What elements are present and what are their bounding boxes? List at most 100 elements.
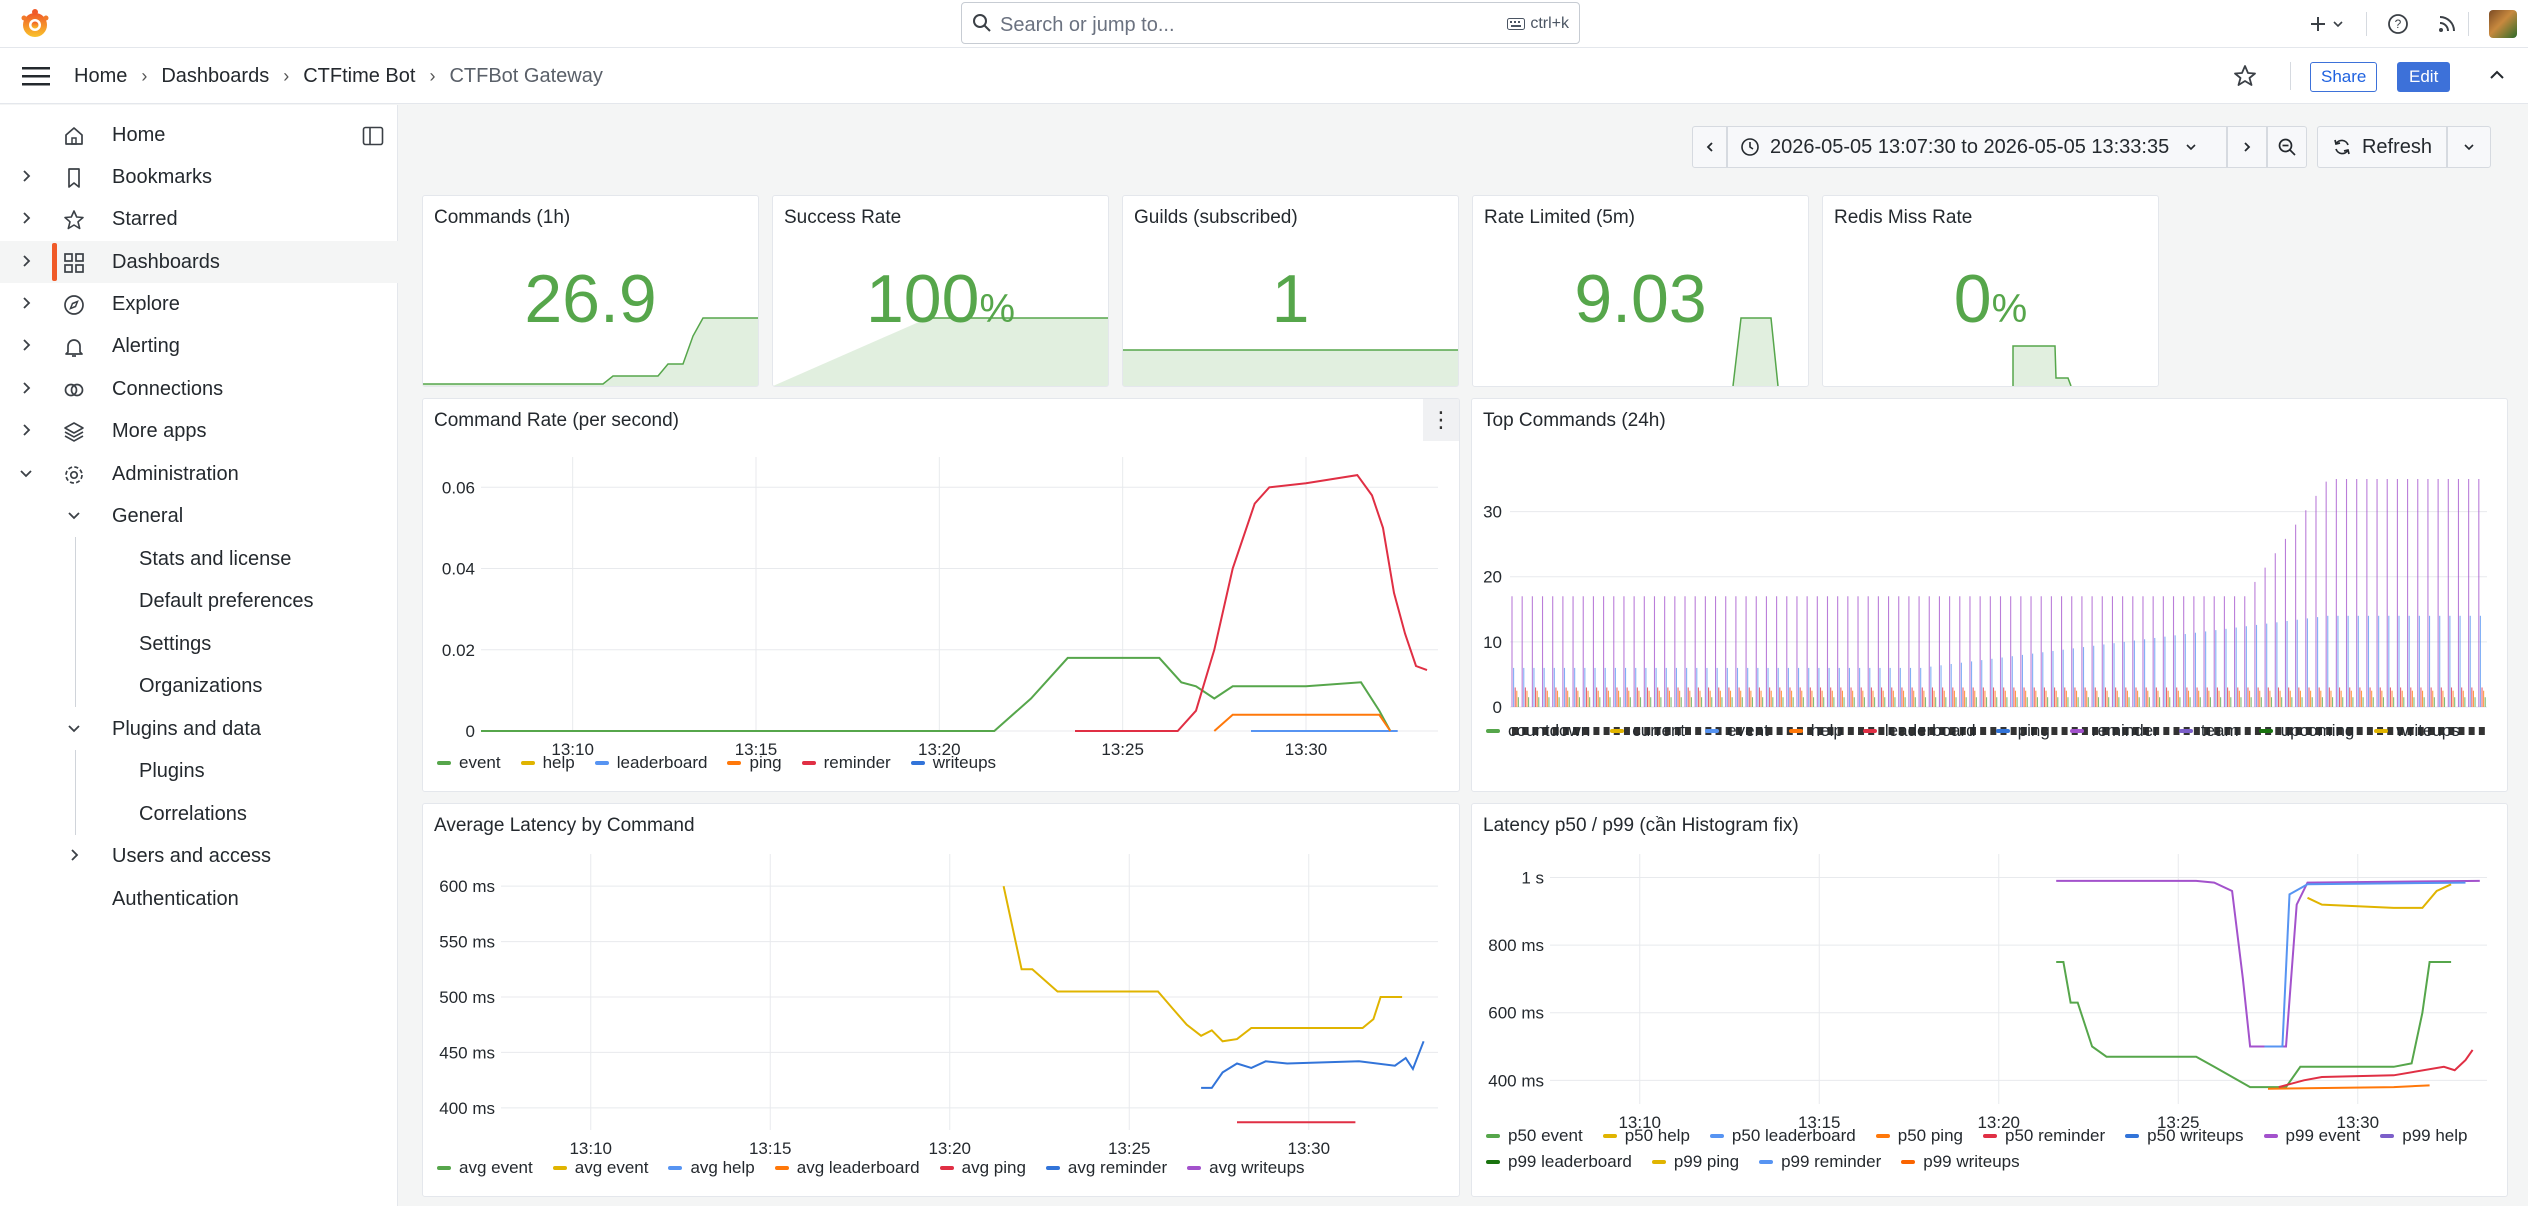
chevron-right-icon[interactable]	[18, 210, 34, 226]
sidebar-item-dashboards[interactable]: Dashboards	[0, 241, 398, 283]
legend-item[interactable]: avg ping	[939, 1158, 1026, 1178]
panel-average-latency[interactable]: Average Latency by Command 400 ms 450 ms 5…	[422, 803, 1460, 1197]
legend-item[interactable]: p50 event	[1486, 1126, 1583, 1146]
legend-item[interactable]: help	[1788, 721, 1843, 741]
legend-item[interactable]: reminder	[801, 753, 891, 773]
legend-item[interactable]: p50 help	[1602, 1126, 1690, 1146]
legend-item[interactable]: leaderboard	[594, 753, 707, 773]
legend-item[interactable]: avg reminder	[1045, 1158, 1167, 1178]
legend-item[interactable]: avg writeups	[1187, 1158, 1305, 1178]
legend-item[interactable]: ping	[1995, 721, 2050, 741]
chevron-down-icon[interactable]	[66, 720, 82, 736]
sidebar-item-plugins-and-data[interactable]: Plugins and data	[0, 708, 398, 750]
breadcrumb-folder[interactable]: CTFtime Bot	[303, 65, 416, 87]
sidebar-item-starred[interactable]: Starred	[0, 198, 398, 240]
series-line[interactable]	[2307, 883, 2452, 909]
grafana-logo-icon[interactable]	[18, 7, 52, 41]
series-line[interactable]	[2056, 961, 2452, 1089]
series-line[interactable]	[2278, 1049, 2474, 1089]
sidebar-item-plugins[interactable]: Plugins	[0, 750, 398, 792]
sidebar-item-more-apps[interactable]: More apps	[0, 410, 398, 452]
sidebar-item-stats-and-license[interactable]: Stats and license	[0, 538, 398, 580]
refresh-interval-dropdown[interactable]	[2447, 126, 2491, 168]
sidebar-item-general[interactable]: General	[0, 495, 398, 537]
legend-item[interactable]: reminder	[2069, 721, 2159, 741]
legend-item[interactable]: writeups	[2374, 721, 2460, 741]
series-line[interactable]	[481, 656, 1392, 732]
legend-item[interactable]: current	[1610, 721, 1685, 741]
legend-item[interactable]: p99 event	[2263, 1126, 2360, 1146]
chevron-right-icon[interactable]	[18, 422, 34, 438]
legend-item[interactable]: p50 reminder	[1982, 1126, 2105, 1146]
series-line[interactable]	[2267, 1084, 2430, 1090]
chevron-right-icon[interactable]	[18, 380, 34, 396]
chevron-down-icon[interactable]	[2326, 12, 2350, 36]
legend-item[interactable]: team	[2178, 721, 2239, 741]
panel-menu-icon[interactable]: ⋮	[1423, 399, 1459, 441]
search-input[interactable]: Search or jump to... ctrl+k	[961, 2, 1580, 44]
legend-item[interactable]: avg event	[552, 1158, 648, 1178]
chevron-down-icon[interactable]	[66, 507, 82, 523]
time-range-picker[interactable]: 2026-05-05 13:07:30 to 2026-05-05 13:33:…	[1727, 126, 2227, 168]
legend-item[interactable]: p50 writeups	[2125, 1126, 2244, 1146]
panel-top-commands[interactable]: Top Commands (24h) 0 10 20 30 countdown curr…	[1471, 398, 2508, 792]
stat-panel-guilds[interactable]: Guilds (subscribed) 1	[1122, 195, 1459, 387]
legend-item[interactable]: event	[1705, 721, 1769, 741]
edit-button[interactable]: Edit	[2397, 62, 2451, 92]
breadcrumb-dashboards[interactable]: Dashboards	[161, 65, 270, 87]
chevron-right-icon[interactable]	[18, 253, 34, 269]
sidebar-item-bookmarks[interactable]: Bookmarks	[0, 156, 398, 198]
legend-item[interactable]: countdown	[1486, 721, 1590, 741]
help-icon[interactable]: ?	[2386, 12, 2410, 36]
legend-item[interactable]: upcoming	[2258, 721, 2354, 741]
plus-icon[interactable]	[2306, 12, 2330, 36]
sidebar-item-default-preferences[interactable]: Default preferences	[0, 580, 398, 622]
stat-panel-success-rate[interactable]: Success Rate 100%	[772, 195, 1109, 387]
legend-item[interactable]: leaderboard	[1862, 721, 1976, 741]
refresh-button[interactable]: Refresh	[2317, 126, 2447, 168]
sidebar-item-administration[interactable]: Administration	[0, 453, 398, 495]
sidebar-item-organizations[interactable]: Organizations	[0, 665, 398, 707]
sidebar-item-correlations[interactable]: Correlations	[0, 793, 398, 835]
panel-latency-p50-p99[interactable]: Latency p50 / p99 (cần Histogram fix) 40…	[1471, 803, 2508, 1197]
dock-menu-icon[interactable]	[362, 125, 384, 147]
avatar[interactable]	[2489, 10, 2517, 38]
sidebar-item-alerting[interactable]: Alerting	[0, 325, 398, 367]
legend-item[interactable]: event	[437, 753, 501, 773]
legend-item[interactable]: writeups	[910, 753, 996, 773]
chevron-right-icon[interactable]	[18, 168, 34, 184]
legend-item[interactable]: p50 ping	[1875, 1126, 1963, 1146]
legend-item[interactable]: p99 leaderboard	[1486, 1152, 1632, 1172]
series-line[interactable]	[1002, 885, 1403, 1043]
stat-panel-rate-limited[interactable]: Rate Limited (5m) 9.03	[1472, 195, 1809, 387]
series-line[interactable]	[1201, 1040, 1425, 1089]
sidebar-item-users-and-access[interactable]: Users and access	[0, 835, 398, 877]
legend-item[interactable]: p99 help	[2380, 1126, 2467, 1146]
legend-item[interactable]: avg event	[437, 1158, 533, 1178]
legend-item[interactable]: ping	[727, 753, 782, 773]
star-icon[interactable]	[2233, 64, 2257, 88]
time-forward-button[interactable]	[2227, 126, 2267, 168]
series-line[interactable]	[1213, 713, 1392, 732]
time-back-button[interactable]	[1692, 126, 1727, 168]
chevron-right-icon[interactable]	[18, 337, 34, 353]
rss-icon[interactable]	[2435, 12, 2459, 36]
sidebar-item-connections[interactable]: Connections	[0, 368, 398, 410]
legend-item[interactable]: p99 writeups	[1901, 1152, 2020, 1172]
sidebar-item-authentication[interactable]: Authentication	[0, 878, 398, 920]
legend-item[interactable]: p99 ping	[1651, 1152, 1739, 1172]
menu-icon[interactable]	[22, 65, 50, 87]
zoom-out-button[interactable]	[2267, 126, 2307, 168]
series-line[interactable]	[1075, 474, 1428, 732]
stat-panel-commands[interactable]: Commands (1h) 26.9	[422, 195, 759, 387]
sidebar-item-explore[interactable]: Explore	[0, 283, 398, 325]
legend-item[interactable]: help	[520, 753, 575, 773]
chevron-right-icon[interactable]	[18, 295, 34, 311]
legend-item[interactable]: p99 reminder	[1759, 1152, 1881, 1172]
series-line[interactable]	[2264, 881, 2466, 1048]
chevron-up-icon[interactable]	[2487, 65, 2507, 85]
sidebar-item-home[interactable]: Home	[0, 114, 398, 156]
breadcrumb-home[interactable]: Home	[74, 65, 128, 87]
panel-command-rate[interactable]: Command Rate (per second) ⋮ 0 0.02 0.04 0.0…	[422, 398, 1460, 792]
series-line[interactable]	[2056, 879, 2480, 1048]
